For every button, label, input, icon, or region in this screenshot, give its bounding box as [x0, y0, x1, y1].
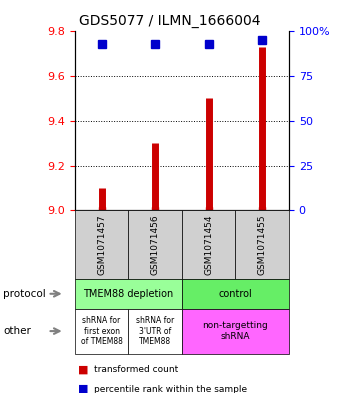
Text: shRNA for
first exon
of TMEM88: shRNA for first exon of TMEM88: [81, 316, 122, 346]
Text: GSM1071455: GSM1071455: [258, 214, 267, 275]
Text: ■: ■: [78, 384, 89, 393]
Text: non-targetting
shRNA: non-targetting shRNA: [203, 321, 268, 341]
Text: protocol: protocol: [3, 289, 46, 299]
Text: shRNA for
3'UTR of
TMEM88: shRNA for 3'UTR of TMEM88: [136, 316, 174, 346]
Text: GSM1071454: GSM1071454: [204, 215, 213, 275]
Text: GSM1071456: GSM1071456: [151, 214, 159, 275]
Text: control: control: [219, 289, 252, 299]
Text: other: other: [3, 326, 31, 336]
Text: GSM1071457: GSM1071457: [97, 214, 106, 275]
Text: percentile rank within the sample: percentile rank within the sample: [94, 385, 246, 393]
Text: transformed count: transformed count: [94, 365, 178, 374]
Text: TMEM88 depletion: TMEM88 depletion: [83, 289, 173, 299]
Text: ■: ■: [78, 364, 89, 375]
Text: GDS5077 / ILMN_1666004: GDS5077 / ILMN_1666004: [79, 14, 261, 28]
